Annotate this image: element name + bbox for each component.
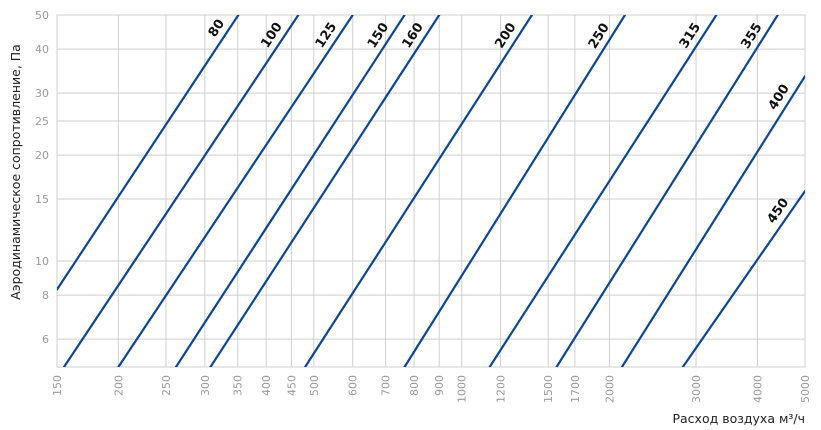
- x-tick-label: 4000: [751, 375, 764, 403]
- series-line-100: [62, 15, 300, 367]
- series-line-125: [117, 15, 354, 367]
- x-tick-label: 700: [380, 375, 393, 396]
- series-label-355: 355: [738, 21, 765, 52]
- x-tick-label: 150: [51, 375, 64, 396]
- x-tick-label: 1000: [456, 375, 469, 403]
- y-axis-title: Аэродинамическое сопротивление, Па: [8, 44, 23, 300]
- x-tick-label: 600: [347, 375, 360, 396]
- tick-labels: 150 200 250 300 350 400 450 500 600 700 800 900 1000…: [35, 9, 812, 403]
- x-axis-title: Расход воздуха м³/ч: [672, 411, 805, 426]
- y-tick-label: 6: [42, 333, 49, 346]
- series-label-160: 160: [400, 20, 427, 51]
- series-line-200: [304, 15, 534, 367]
- series-line-355: [555, 15, 779, 367]
- series-label-125: 125: [313, 20, 341, 51]
- series-label-400: 400: [766, 82, 793, 113]
- grid: [56, 14, 806, 368]
- series-line-80: [57, 15, 240, 291]
- x-tick-label: 250: [160, 375, 173, 396]
- x-tick-label: 500: [308, 375, 321, 396]
- plot-frame: [56, 14, 806, 368]
- y-tick-label: 40: [35, 43, 49, 56]
- series-label-250: 250: [586, 21, 613, 52]
- y-tick-label: 25: [35, 115, 49, 128]
- x-tick-label: 5000: [799, 375, 812, 403]
- x-tick-label: 3000: [690, 375, 703, 403]
- series-line-450: [681, 190, 805, 367]
- x-tick-label: 300: [199, 375, 212, 396]
- series-line-160: [209, 15, 441, 367]
- series-line-315: [488, 15, 718, 367]
- series-line-400: [620, 75, 805, 367]
- x-tick-label: 900: [433, 375, 446, 396]
- series-lines: [57, 15, 805, 367]
- x-tick-label: 1500: [542, 375, 555, 403]
- series-label-450: 450: [764, 196, 792, 227]
- x-tick-label: 350: [232, 375, 245, 396]
- x-tick-label: 2000: [604, 375, 617, 403]
- x-tick-label: 400: [260, 375, 273, 396]
- y-tick-label: 30: [35, 87, 49, 100]
- series-label-200: 200: [492, 20, 519, 51]
- series-line-250: [403, 15, 627, 367]
- y-tick-label: 20: [35, 149, 49, 162]
- y-tick-label: 15: [35, 193, 49, 206]
- series-label-315: 315: [677, 20, 704, 51]
- x-tick-label: 450: [285, 375, 298, 396]
- x-tick-label: 800: [408, 375, 421, 396]
- x-tick-label: 200: [112, 375, 125, 396]
- series-line-150: [174, 15, 406, 367]
- x-tick-label: 1200: [495, 375, 508, 403]
- y-tick-label: 8: [42, 289, 49, 302]
- series-label-150: 150: [365, 20, 392, 51]
- y-tick-label: 50: [35, 9, 49, 22]
- y-tick-label: 10: [35, 255, 49, 268]
- series-label-100: 100: [258, 20, 286, 51]
- x-tick-label: 1700: [569, 375, 582, 403]
